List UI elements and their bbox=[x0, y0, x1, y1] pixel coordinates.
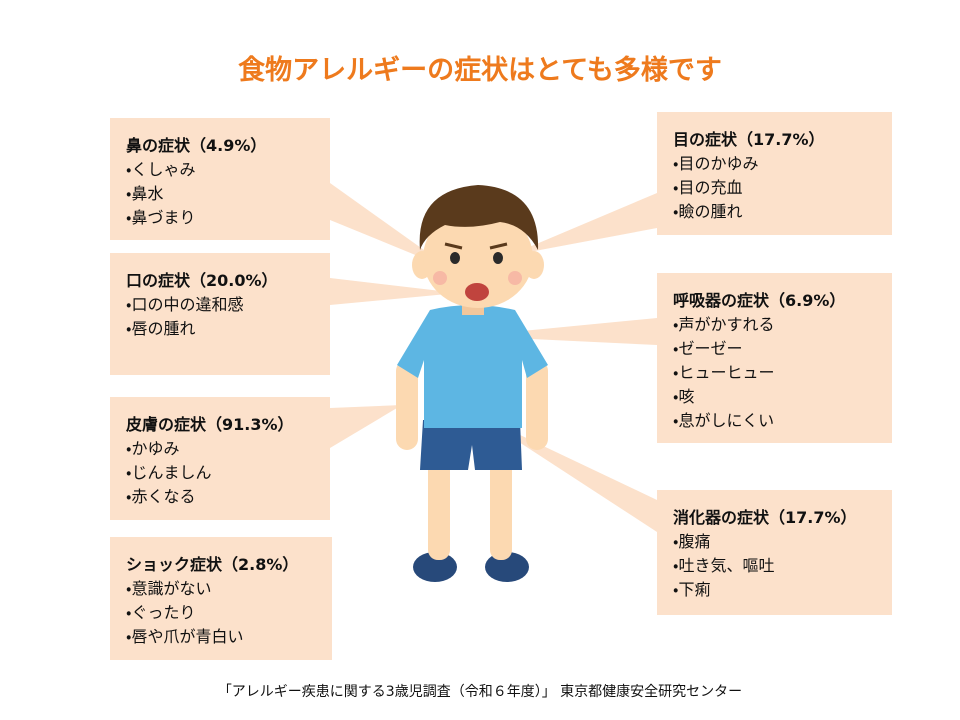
symptom-box: 鼻の症状（4.9%） ・くしゃみ ・鼻水 ・鼻づまり bbox=[110, 118, 330, 240]
item: ・声がかすれる bbox=[673, 315, 775, 334]
heading: 目の症状（17.7%） bbox=[673, 130, 825, 149]
title: 食物アレルギーの症状はとても多様です bbox=[238, 55, 722, 86]
symptom-box: 消化器の症状（17.7%） ・腹痛 ・吐き気、嘔吐 ・下痢 bbox=[657, 490, 892, 615]
item: ・意識がない bbox=[126, 579, 212, 598]
symptom-box: 皮膚の症状（91.3%） ・かゆみ ・じんましん ・赤くなる bbox=[110, 397, 330, 520]
item: ・息がしにくい bbox=[673, 411, 775, 430]
item: ・目のかゆみ bbox=[673, 154, 759, 173]
item: ・ぐったり bbox=[126, 603, 196, 622]
item: ・じんましん bbox=[126, 463, 212, 482]
heading: ショック症状（2.8%） bbox=[126, 555, 299, 574]
heading: 呼吸器の症状（6.9%） bbox=[673, 291, 846, 310]
item: ・鼻づまり bbox=[126, 208, 196, 227]
source-note: 「アレルギー疾患に関する3歳児調査（令和６年度）」 東京都健康安全研究センター bbox=[217, 684, 743, 700]
heading: 消化器の症状（17.7%） bbox=[673, 508, 857, 527]
symptom-box: 口の症状（20.0%） ・口の中の違和感 ・唇の腫れ bbox=[110, 253, 330, 375]
symptom-box: 呼吸器の症状（6.9%） ・声がかすれる ・ゼーゼー ・ヒューヒュー ・咳 ・息… bbox=[657, 273, 892, 443]
item: ・唇の腫れ bbox=[126, 319, 196, 338]
heading: 鼻の症状（4.9%） bbox=[126, 136, 267, 155]
item: ・ゼーゼー bbox=[673, 339, 743, 358]
item: ・ヒューヒュー bbox=[673, 363, 775, 382]
item: ・腹痛 bbox=[673, 532, 711, 551]
boy bbox=[396, 185, 548, 582]
item: ・吐き気、嘔吐 bbox=[673, 556, 775, 575]
item: ・くしゃみ bbox=[126, 160, 196, 179]
heading: 皮膚の症状（91.3%） bbox=[126, 415, 294, 434]
item: ・下痢 bbox=[673, 580, 711, 599]
item: ・唇や爪が青白い bbox=[126, 627, 244, 646]
item: ・瞼の腫れ bbox=[673, 202, 743, 221]
item: ・口の中の違和感 bbox=[126, 295, 244, 314]
item: ・赤くなる bbox=[126, 487, 196, 506]
item: ・鼻水 bbox=[126, 184, 164, 203]
item: ・咳 bbox=[673, 387, 695, 406]
symptom-box: ショック症状（2.8%） ・意識がない ・ぐったり ・唇や爪が青白い bbox=[110, 537, 332, 660]
symptom-box: 目の症状（17.7%） ・目のかゆみ ・目の充血 ・瞼の腫れ bbox=[657, 112, 892, 235]
item: ・かゆみ bbox=[126, 439, 180, 458]
heading: 口の症状（20.0%） bbox=[126, 271, 278, 290]
item: ・目の充血 bbox=[673, 178, 743, 197]
